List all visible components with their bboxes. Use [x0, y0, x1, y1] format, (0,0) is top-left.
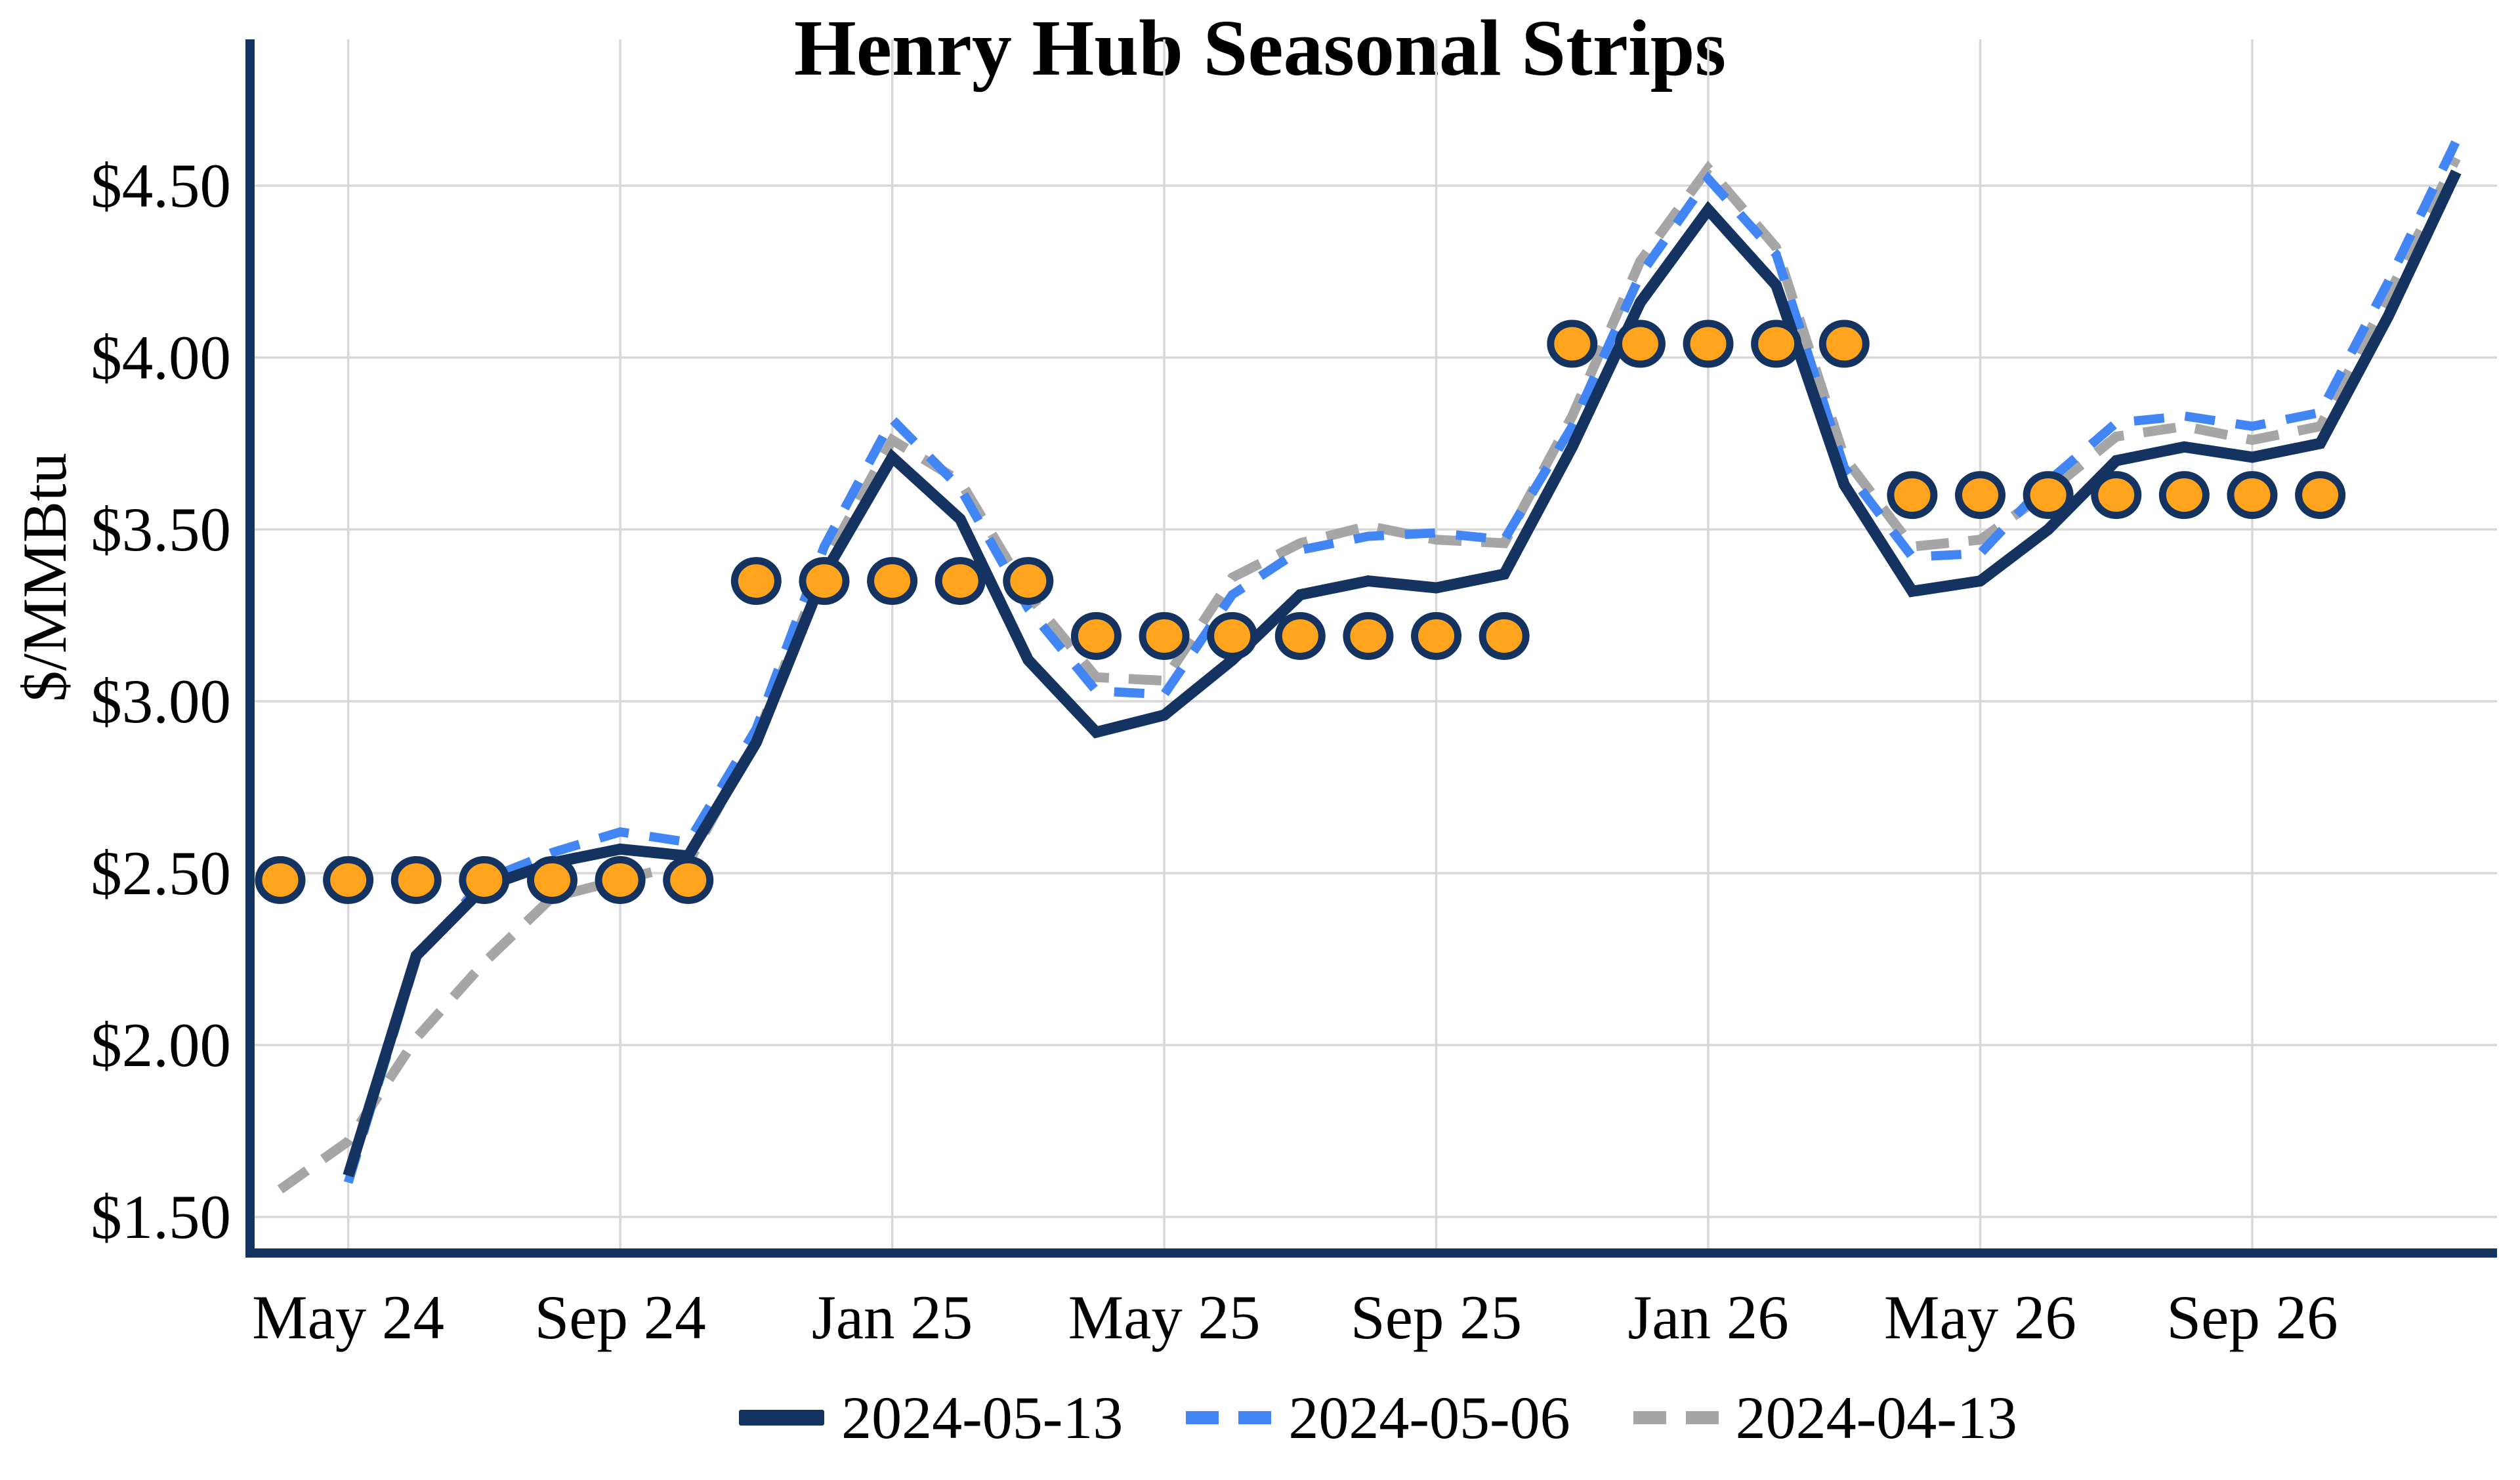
y-tick-label: $4.00 — [91, 323, 231, 392]
x-tick-label: Sep 24 — [534, 1283, 705, 1352]
legend-item-2024-04-13: 2024-04-13 — [1633, 1383, 2017, 1452]
legend-item-2024-05-13: 2024-05-13 — [739, 1383, 1123, 1452]
legend-label: 2024-04-13 — [1735, 1384, 2017, 1451]
x-tick-label: May 26 — [1884, 1283, 2076, 1352]
chart-title: Henry Hub Seasonal Strips — [793, 4, 1727, 92]
y-tick-label: $3.00 — [91, 667, 231, 736]
x-tick-label: Jan 26 — [1628, 1283, 1788, 1352]
x-tick-label: May 25 — [1068, 1283, 1261, 1352]
y-tick-label: $2.00 — [91, 1010, 231, 1080]
y-tick-label: $3.50 — [91, 495, 231, 564]
y-tick-label: $2.50 — [91, 838, 231, 908]
y-tick-label: $1.50 — [91, 1182, 231, 1252]
legend-label: 2024-05-13 — [841, 1384, 1124, 1451]
chart-legend: 2024-05-13 2024-05-06 2024-04-13 — [0, 1383, 2520, 1452]
legend-swatch-dashed-gray-line-icon — [1633, 1411, 1719, 1424]
legend-swatch-dashed-blue-line-icon — [1186, 1411, 1272, 1424]
y-axis-label: $/MMBtu — [10, 453, 79, 702]
x-tick-label: May 24 — [252, 1283, 444, 1352]
y-tick-label: $4.50 — [91, 151, 231, 220]
legend-swatch-solid-line-icon — [739, 1410, 825, 1426]
legend-label: 2024-05-06 — [1288, 1384, 1570, 1451]
x-tick-label: Sep 25 — [1351, 1283, 1522, 1352]
legend-item-2024-05-06: 2024-05-06 — [1186, 1383, 1570, 1452]
x-tick-label: Jan 25 — [812, 1283, 973, 1352]
x-tick-label: Sep 26 — [2166, 1283, 2338, 1352]
